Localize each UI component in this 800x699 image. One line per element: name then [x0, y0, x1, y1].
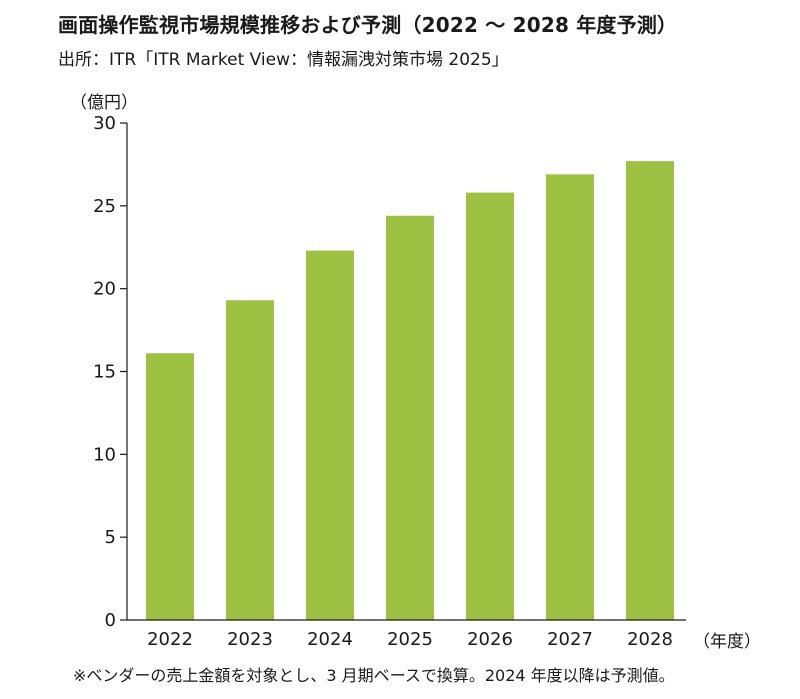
bar-2026: [466, 192, 514, 620]
x-tick-label: 2023: [227, 629, 273, 650]
x-axis-unit-label: （年度）: [693, 632, 761, 652]
y-tick-label: 30: [93, 113, 116, 134]
y-tick-label: 10: [93, 444, 116, 465]
chart-footnote: ※ベンダーの売上金額を対象とし、3 月期ベースで換算。2024 年度以降は予測値…: [73, 666, 675, 685]
x-tick-label: 2025: [387, 629, 433, 650]
bar-2023: [226, 300, 274, 620]
chart-source: 出所：ITR「ITR Market View：情報漏洩対策市場 2025」: [58, 50, 509, 70]
y-tick-label: 25: [93, 196, 116, 217]
y-tick-label: 5: [105, 527, 116, 548]
y-axis-unit-label: （億円）: [70, 93, 138, 113]
x-axis-ticks: 2022 2023 2024 2025 2026 2027 2028: [147, 629, 673, 650]
y-tick-label: 20: [93, 279, 116, 300]
bar-2022: [146, 353, 194, 620]
x-tick-label: 2027: [547, 629, 593, 650]
x-tick-label: 2028: [627, 629, 673, 650]
bar-2025: [386, 215, 434, 621]
y-axis-ticks: 0 5 10 15 20 25 30: [93, 113, 127, 631]
bar-group: [146, 161, 674, 621]
x-tick-label: 2022: [147, 629, 193, 650]
y-tick-label: 0: [105, 610, 116, 631]
x-tick-label: 2024: [307, 629, 353, 650]
bar-2028: [626, 161, 674, 620]
y-tick-label: 15: [93, 362, 116, 383]
chart-title: 画面操作監視市場規模推移および予測（2022 ～ 2028 年度予測）: [58, 13, 678, 37]
bar-2027: [546, 174, 594, 620]
bar-2024: [306, 250, 354, 620]
x-tick-label: 2026: [467, 629, 513, 650]
